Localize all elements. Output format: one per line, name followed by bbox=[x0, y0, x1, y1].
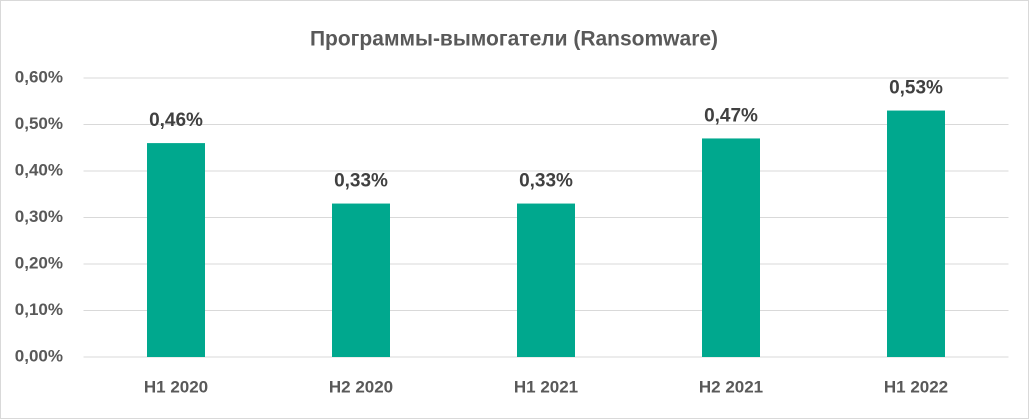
x-tick-label: H1 2021 bbox=[514, 377, 578, 396]
y-tick-label: 0,10% bbox=[15, 300, 63, 319]
x-tick-label: H1 2020 bbox=[144, 377, 208, 396]
value-label: 0,33% bbox=[334, 171, 388, 192]
value-label: 0,53% bbox=[889, 78, 943, 99]
bar bbox=[702, 138, 760, 357]
bar bbox=[887, 110, 945, 357]
value-label: 0,33% bbox=[519, 171, 573, 192]
x-tick-label: H1 2022 bbox=[884, 377, 948, 396]
bar bbox=[517, 203, 575, 357]
value-label: 0,47% bbox=[704, 105, 758, 126]
x-tick-label: H2 2021 bbox=[699, 377, 763, 396]
bar bbox=[332, 203, 390, 357]
chart-title: Программы-вымогатели (Ransomware) bbox=[310, 28, 718, 51]
bar bbox=[147, 143, 205, 357]
y-tick-label: 0,00% bbox=[15, 346, 63, 365]
y-tick-label: 0,30% bbox=[15, 207, 63, 226]
y-tick-label: 0,60% bbox=[15, 67, 63, 86]
y-tick-label: 0,50% bbox=[15, 114, 63, 133]
value-label: 0,46% bbox=[149, 110, 203, 131]
x-tick-label: H2 2020 bbox=[329, 377, 393, 396]
y-tick-label: 0,20% bbox=[15, 253, 63, 272]
y-tick-label: 0,40% bbox=[15, 160, 63, 179]
